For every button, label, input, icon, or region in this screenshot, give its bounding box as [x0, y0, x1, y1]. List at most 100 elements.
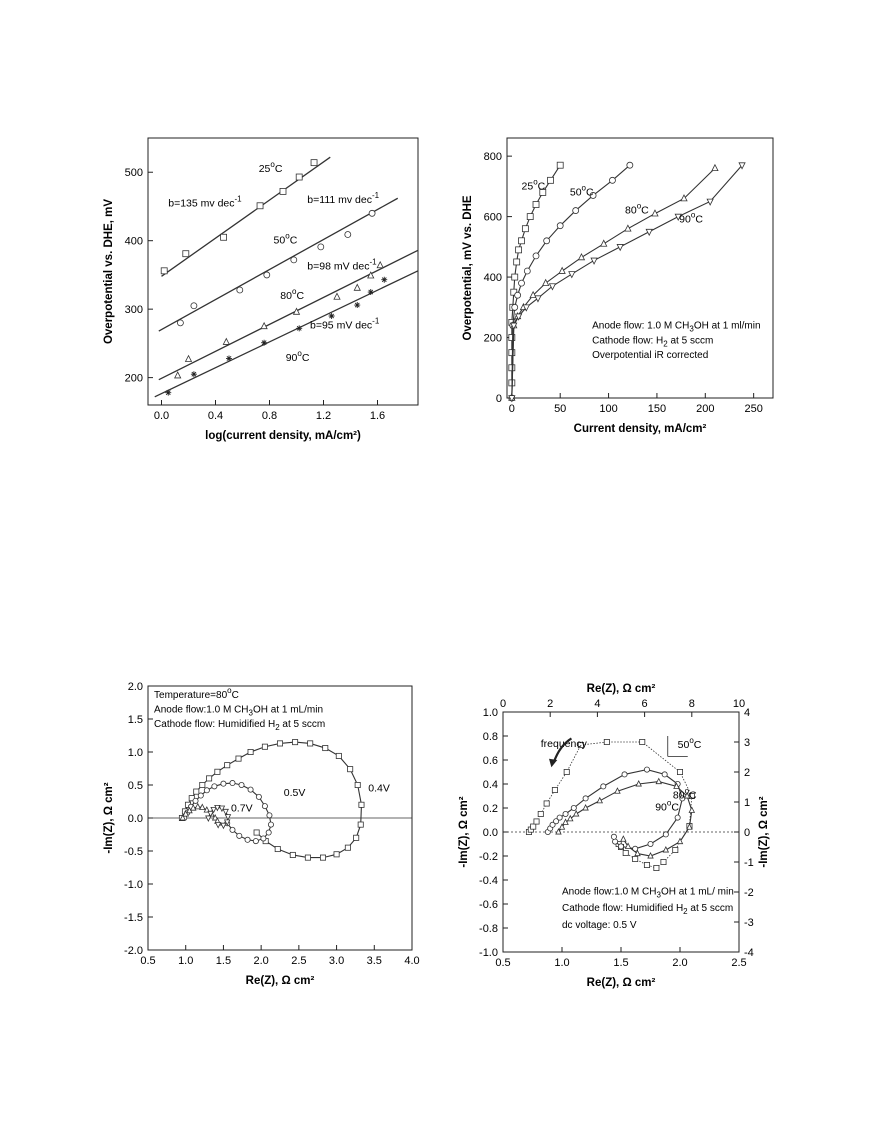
data-point [653, 864, 660, 871]
y2-tick-label: -4 [744, 947, 754, 959]
data-point [688, 793, 695, 800]
data-point [194, 802, 202, 810]
data-point [523, 267, 531, 275]
note: Anode flow: 1.0 M CH3OH at 1 ml/min [592, 320, 760, 333]
data-point [655, 777, 663, 785]
data-point [542, 278, 550, 286]
data-point [676, 769, 683, 776]
data-point [567, 814, 574, 822]
data-point [572, 810, 580, 817]
data-point [292, 739, 299, 746]
data-point [534, 295, 542, 303]
note-sub: 3 [249, 708, 254, 717]
data-point [184, 354, 193, 362]
data-point [367, 271, 375, 279]
y-tick-label: 1.0 [483, 707, 498, 719]
annotation-sup: o [292, 287, 297, 296]
x-tick-label: 3.0 [329, 955, 344, 967]
annotation-tail: C [586, 186, 594, 198]
annotation-tail: C [275, 163, 283, 175]
data-point [651, 209, 659, 217]
series-circle [158, 197, 399, 332]
data-point [210, 806, 217, 814]
data-point [207, 810, 214, 818]
annotation-sup: -1 [235, 194, 243, 203]
series-invtriangle [205, 804, 232, 830]
x-axis-title: log(current density, mA/cm²) [205, 430, 361, 442]
x-tick-label: 1.0 [554, 957, 569, 969]
data-point [296, 325, 303, 332]
data-point [562, 818, 569, 825]
annotation-text: 50 [274, 234, 286, 246]
data-point [676, 837, 684, 845]
annotation: b=111 mv dec-1 [307, 191, 379, 206]
series-square [508, 161, 564, 387]
note-sub: 3 [689, 324, 694, 333]
data-point [662, 846, 670, 853]
annotation-tail: C [694, 739, 702, 751]
annotation-text: 0.5V [284, 787, 306, 799]
annotation-text: 90 [679, 214, 691, 226]
data-point [235, 755, 242, 762]
data-point [381, 276, 388, 283]
data-point [511, 303, 519, 311]
annotation-text: 90 [286, 352, 298, 364]
note-tail: at 5 sccm [668, 336, 714, 347]
annotation-sup: o [689, 736, 694, 745]
annotation-sup: o [637, 202, 642, 211]
data-point [645, 228, 653, 237]
data-point [543, 237, 551, 245]
series-square [178, 739, 365, 861]
note-text: Cathode flow: Humidified H [154, 719, 275, 730]
x-tick-label: 1.5 [613, 957, 628, 969]
data-point [256, 202, 264, 210]
fit-line [154, 270, 419, 398]
x-tick-label: 100 [599, 403, 617, 415]
y2-tick-label: -2 [744, 887, 754, 899]
data-point [193, 788, 200, 795]
note-text: Cathode flow: H [592, 336, 663, 347]
data-point [206, 775, 213, 782]
data-point [247, 749, 254, 756]
data-point [548, 283, 557, 291]
note-text: Anode flow:1.0 M CH [562, 886, 657, 897]
annotation-tail: C [290, 234, 298, 246]
data-point [556, 814, 563, 821]
data-point [263, 271, 271, 279]
annotation-sup: o [582, 183, 587, 192]
data-point [643, 766, 650, 773]
y-tick-label: 400 [484, 272, 502, 284]
data-point [612, 838, 619, 845]
series-invtriangle [508, 162, 746, 403]
data-point [255, 793, 262, 800]
x-tick-label: 4.0 [404, 955, 419, 967]
data-point [192, 797, 199, 804]
annotation-text: b=111 mv dec [307, 194, 372, 206]
data-point [617, 843, 624, 850]
y-tick-label: 0.5 [128, 780, 143, 792]
data-point [224, 814, 232, 821]
note-text: Overpotential iR corrected [592, 350, 708, 361]
x-tick-label: 3.5 [367, 955, 382, 967]
data-point [203, 787, 210, 794]
note-tail: OH at 1 mL/ min [661, 886, 734, 897]
fit-line [161, 156, 331, 277]
data-point [647, 852, 654, 859]
data-point [353, 283, 361, 291]
x-tick-label: 0.8 [262, 410, 277, 422]
y2-tick-label: 4 [744, 707, 750, 719]
series-line [183, 782, 272, 842]
series-circle [544, 766, 686, 852]
x-axis-title: Re(Z), Ω cm² [246, 975, 315, 987]
y-tick-label: 2.0 [128, 681, 143, 693]
annotation: b=95 mV dec-1 [310, 316, 380, 331]
note: Cathode flow: H2 at 5 sccm [592, 336, 713, 349]
y-tick-label: -2.0 [124, 945, 143, 957]
note-tail: at 5 sccm [688, 903, 734, 914]
y-tick-label: 0.0 [483, 827, 498, 839]
note-text: Cathode flow: Humidified H [562, 903, 683, 914]
annotation: 50oC [678, 736, 702, 751]
data-point [335, 752, 342, 759]
data-point [530, 823, 537, 830]
